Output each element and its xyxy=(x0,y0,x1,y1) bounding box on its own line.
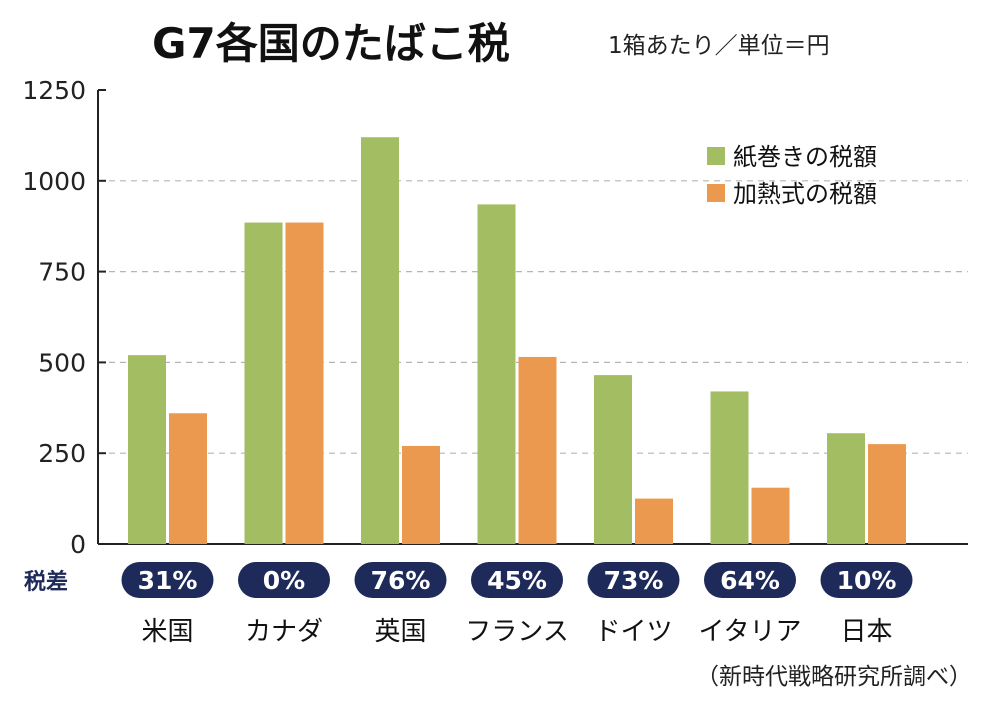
tax-difference-value: 73% xyxy=(604,566,664,595)
tax-difference-row: 31% 0% 76% 45% 73% 64% 10% xyxy=(121,562,913,598)
y-tick-label: 0 xyxy=(70,530,86,559)
y-tick-label: 1250 xyxy=(22,76,86,105)
tax-difference-label: 税差 xyxy=(24,569,68,595)
tax-difference-value: 64% xyxy=(720,566,780,595)
tax-difference-value: 0% xyxy=(263,566,305,595)
y-tick-label: 750 xyxy=(38,258,86,287)
tax-difference-badge xyxy=(587,562,680,598)
y-tick-label: 1000 xyxy=(22,167,86,196)
tax-difference-badge xyxy=(121,562,214,598)
category-label: イタリア xyxy=(699,617,802,647)
category-label: フランス xyxy=(465,617,568,647)
legend-label-cigarette: 紙巻きの税額 xyxy=(733,143,877,171)
legend-label-heated: 加熱式の税額 xyxy=(733,180,877,208)
category-label: 英国 xyxy=(374,617,426,647)
chart-title: G7各国のたばこ税 xyxy=(152,19,510,68)
chart-subtitle: 1箱あたり／単位＝円 xyxy=(608,33,830,59)
source-note: （新時代戦略研究所調べ） xyxy=(696,664,972,690)
bar-cigarette-1 xyxy=(244,222,283,544)
tax-difference-value: 10% xyxy=(837,566,897,595)
y-tick-label: 500 xyxy=(38,348,86,377)
bar-cigarette-0 xyxy=(128,355,166,544)
bar-heated-4 xyxy=(635,498,673,544)
tax-difference-value: 45% xyxy=(487,566,547,595)
bar-heated-2 xyxy=(402,445,440,544)
bar-cigarette-3 xyxy=(477,204,516,544)
legend: 紙巻きの税額 加熱式の税額 xyxy=(707,143,877,208)
y-axis-ticks: 0 250 500 750 1000 1250 xyxy=(22,76,106,559)
bar-cigarette-4 xyxy=(594,375,632,544)
category-label: 米国 xyxy=(141,617,193,647)
y-tick-label: 250 xyxy=(38,439,86,468)
bars xyxy=(128,137,906,544)
bar-heated-3 xyxy=(518,356,557,544)
bar-heated-0 xyxy=(169,413,207,544)
tax-difference-value: 31% xyxy=(138,566,198,595)
bar-cigarette-6 xyxy=(827,433,865,544)
bar-heated-5 xyxy=(751,487,790,544)
tax-difference-value: 76% xyxy=(371,566,431,595)
tax-difference-badge xyxy=(704,562,796,598)
category-label: カナダ xyxy=(245,617,323,647)
bar-cigarette-2 xyxy=(361,137,399,544)
bar-heated-6 xyxy=(868,444,906,544)
legend-swatch-cigarette xyxy=(707,147,725,165)
tax-difference-badge xyxy=(471,562,563,598)
tax-difference-badge xyxy=(820,562,913,598)
bar-cigarette-5 xyxy=(710,391,749,544)
legend-swatch-heated xyxy=(707,184,725,202)
tax-difference-badge xyxy=(354,562,447,598)
category-label: 日本 xyxy=(840,617,892,647)
category-label: ドイツ xyxy=(594,617,672,647)
x-axis-categories: 米国 カナダ 英国 フランス ドイツ イタリア 日本 xyxy=(141,617,892,647)
bar-heated-1 xyxy=(285,222,324,544)
tax-difference-badge xyxy=(238,562,330,598)
